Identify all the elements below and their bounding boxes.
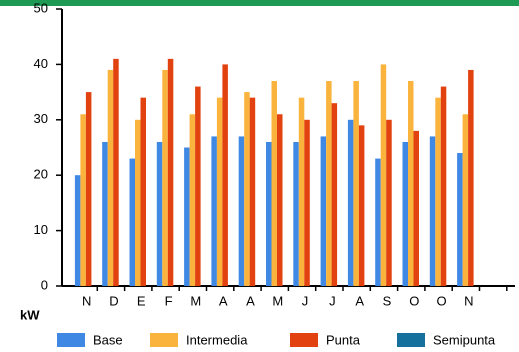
legend-label: Intermedia (186, 332, 248, 347)
legend-swatch (397, 333, 425, 347)
bar (222, 64, 228, 287)
bar (277, 114, 283, 286)
bar (156, 141, 163, 286)
legend-label: Base (93, 332, 123, 347)
x-tick-label: S (383, 293, 392, 308)
bar (293, 141, 299, 286)
bar (85, 92, 92, 286)
y-tick-label: 40 (34, 56, 48, 71)
bar (457, 153, 463, 286)
bar (386, 119, 392, 286)
bar (184, 147, 190, 286)
x-tick-label: J (329, 293, 336, 308)
legend-swatch (57, 333, 85, 347)
legend-swatch (290, 333, 318, 347)
bar (320, 136, 327, 286)
bar (80, 114, 86, 286)
bar (304, 119, 310, 286)
bar (462, 114, 469, 286)
x-tick-label: M (190, 293, 201, 308)
bar (216, 97, 223, 286)
y-tick-label: 0 (41, 277, 48, 292)
bar (102, 141, 108, 286)
x-tick-label: A (219, 293, 228, 308)
y-tick-label: 20 (34, 167, 48, 182)
bar (402, 141, 408, 286)
bar (162, 69, 168, 286)
bar (238, 136, 245, 286)
bar (347, 119, 354, 286)
x-tick-label: M (272, 293, 283, 308)
y-axis-label: kW (20, 307, 40, 322)
bar (189, 114, 196, 286)
bar (440, 86, 447, 286)
bar (271, 81, 277, 287)
bar (211, 136, 217, 286)
x-tick-label: N (82, 293, 91, 308)
bar (353, 81, 359, 287)
bar (135, 119, 141, 286)
y-tick-label: 30 (34, 111, 48, 126)
bar (331, 103, 338, 287)
bar (413, 130, 419, 286)
bar (408, 81, 414, 287)
x-tick-label: A (246, 293, 255, 308)
x-tick-label: E (137, 293, 146, 308)
x-tick-label: A (355, 293, 364, 308)
bar (326, 81, 332, 287)
x-tick-label: J (302, 293, 309, 308)
bar (380, 64, 387, 287)
x-tick-label: F (165, 293, 173, 308)
top-band (0, 0, 519, 6)
x-tick-label: D (109, 293, 118, 308)
bar (429, 136, 436, 286)
x-tick-label: O (436, 293, 446, 308)
bar (358, 125, 365, 286)
bar (195, 86, 201, 286)
bar (249, 97, 256, 286)
legend-swatch (150, 333, 178, 347)
bar (266, 141, 272, 286)
y-tick-label: 50 (34, 0, 48, 15)
bar (167, 58, 174, 286)
bar (74, 175, 81, 286)
y-tick-label: 10 (34, 222, 48, 237)
bar (113, 58, 119, 286)
legend-label: Punta (326, 332, 361, 347)
bar (435, 97, 441, 286)
bar (468, 69, 474, 286)
legend-label: Semipunta (433, 332, 496, 347)
bar (129, 158, 135, 286)
bar (244, 92, 250, 286)
bar (107, 69, 114, 286)
x-tick-label: O (409, 293, 419, 308)
bar (375, 158, 381, 286)
bar (140, 97, 146, 286)
x-tick-label: N (464, 293, 473, 308)
bar (298, 97, 305, 286)
